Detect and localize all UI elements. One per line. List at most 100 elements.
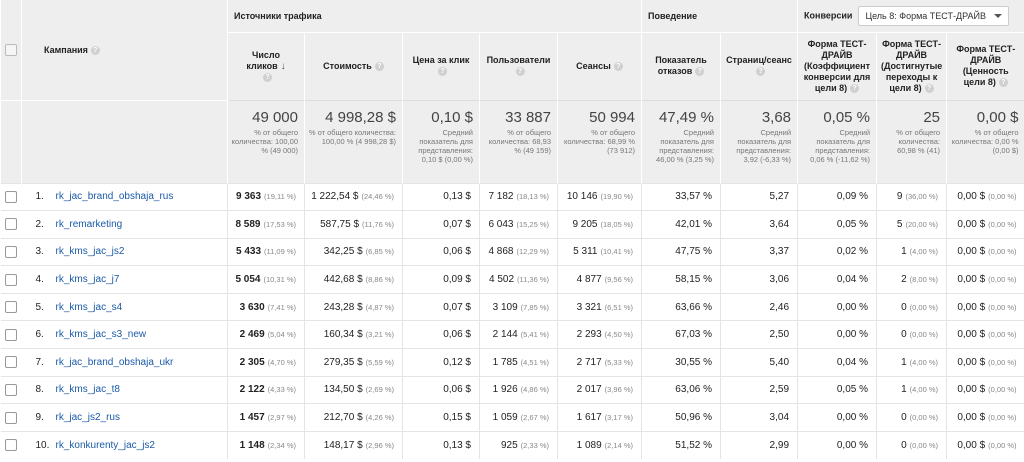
row-number: 1. (35, 191, 44, 203)
users-cell: 7 182 (18,13 %) (479, 182, 558, 211)
campaign-header[interactable]: Кампания? (21, 0, 228, 101)
row-checkbox[interactable] (5, 356, 17, 369)
campaign-link[interactable]: rk_jac_brand_obshaja_ukr (55, 356, 174, 368)
row-checkbox[interactable] (5, 190, 17, 203)
row-checkbox[interactable] (5, 328, 17, 341)
conv-rate-value: 0,05 % (836, 384, 869, 396)
cpc-value: 0,09 $ (443, 274, 471, 286)
conv-rate-header[interactable]: Форма ТЕСТ-ДРАЙВ (Коэффициент конверсии … (797, 32, 877, 100)
cost-percent: (6,85 %) (365, 247, 394, 257)
help-icon[interactable]: ? (998, 78, 1008, 88)
help-icon[interactable]: ? (695, 67, 705, 77)
campaign-header-label: Кампания (44, 44, 88, 55)
row-checkbox-cell (0, 265, 22, 294)
clicks-cell: 5 054 (10,31 %) (227, 265, 305, 294)
campaign-link[interactable]: rk_kms_jac_s4 (55, 301, 123, 313)
table-row: 4. rk_kms_jac_j7 5 054 (10,31 %) 442,68 $ (8,… (0, 265, 1024, 294)
sessions-percent: (6,51 %) (604, 302, 633, 312)
row-checkbox-cell (0, 348, 22, 377)
row-checkbox[interactable] (5, 383, 17, 396)
help-icon[interactable]: ? (374, 61, 384, 71)
help-icon[interactable]: ? (924, 83, 934, 93)
campaign-link[interactable]: rk_kms_jac_js2 (55, 246, 125, 258)
clicks-percent: (4,33 %) (267, 385, 296, 395)
traffic-group-header: Источники трафика (227, 0, 642, 33)
completions-value: 0 (901, 329, 907, 341)
row-checkbox[interactable] (5, 273, 17, 286)
pages-header[interactable]: Страниц/сеанс? (719, 32, 798, 100)
value-cell: 0,00 $ (0,00 %) (946, 292, 1024, 321)
goal-value: 0,00 $ (957, 218, 986, 230)
row-checkbox[interactable] (5, 411, 17, 424)
value-header-label: Форма ТЕСТ-ДРАЙВ (Ценность цели 8) (956, 44, 1016, 87)
conv-rate-cell: 0,05 % (797, 210, 877, 239)
completions-percent: (4,00 %) (909, 247, 939, 257)
pages-value: 2,99 (769, 439, 790, 451)
clicks-header[interactable]: Число кликов ↓? (227, 32, 305, 100)
cost-header[interactable]: Стоимость? (304, 32, 403, 100)
cost-cell: 160,34 $ (3,21 %) (304, 320, 403, 349)
users-percent: (5,41 %) (520, 330, 549, 340)
sessions-cell: 3 321 (6,51 %) (557, 292, 642, 321)
totals-spacer (21, 99, 228, 183)
help-icon[interactable]: ? (515, 67, 525, 77)
campaign-link[interactable]: rk_remarketing (55, 218, 123, 230)
cpc-header[interactable]: Цена за клик? (402, 32, 480, 100)
campaign-link[interactable]: rk_konkurenty_jac_js2 (55, 439, 156, 451)
campaign-link[interactable]: rk_jac_js2_rus (55, 412, 120, 424)
conv-rate-value: 0,04 % (836, 356, 869, 368)
select-all-checkbox[interactable] (5, 43, 17, 56)
value-header[interactable]: Форма ТЕСТ-ДРАЙВ (Ценность цели 8)? (946, 32, 1024, 100)
help-icon[interactable]: ? (850, 83, 860, 93)
campaign-link[interactable]: rk_kms_jac_s3_new (55, 329, 147, 341)
goal-select[interactable]: Цель 8: Форма ТЕСТ-ДРАЙВ (858, 5, 1009, 26)
sessions-value: 2 017 (576, 384, 602, 396)
help-icon[interactable]: ? (90, 45, 100, 55)
cost-percent: (2,96 %) (365, 440, 394, 450)
sessions-cell: 10 146 (19,90 %) (557, 182, 642, 211)
help-icon[interactable]: ? (263, 72, 272, 82)
cpc-value: 0,15 $ (443, 412, 471, 424)
clicks-cell: 1 457 (2,97 %) (227, 403, 305, 432)
clicks-cell: 1 148 (2,34 %) (227, 430, 305, 459)
campaign-link[interactable]: rk_kms_jac_j7 (55, 274, 120, 286)
campaign-link[interactable]: rk_jac_brand_obshaja_rus (55, 191, 174, 203)
help-icon[interactable]: ? (438, 67, 447, 77)
cost-percent: (3,21 %) (365, 330, 394, 340)
row-checkbox[interactable] (5, 439, 17, 452)
users-value: 925 (500, 439, 518, 451)
row-checkbox-cell (0, 182, 22, 211)
sessions-cell: 9 205 (18,05 %) (557, 210, 642, 239)
row-checkbox[interactable] (5, 245, 17, 258)
bounce-cell: 51,52 % (641, 430, 721, 459)
help-icon[interactable]: ? (756, 67, 765, 77)
clicks-percent: (2,97 %) (267, 413, 296, 423)
completions-percent: (20,00 %) (905, 219, 939, 229)
users-percent: (18,13 %) (516, 192, 549, 202)
completions-header[interactable]: Форма ТЕСТ-ДРАЙВ (Достигнутые переходы к… (876, 32, 947, 100)
bounce-cell: 63,06 % (641, 375, 721, 404)
conv-rate-value: 0,05 % (836, 218, 869, 230)
campaign-cell: 3. rk_kms_jac_js2 (21, 237, 228, 266)
row-checkbox[interactable] (5, 218, 17, 231)
campaign-link[interactable]: rk_kms_jac_t8 (55, 384, 120, 396)
cost-percent: (4,87 %) (365, 302, 394, 312)
conversions-label: Конверсии (804, 10, 853, 21)
help-icon[interactable]: ? (613, 61, 623, 71)
total-sessions: 50 994% от общего количества: 68,99 % (7… (557, 99, 642, 183)
pages-cell: 3,37 (719, 237, 798, 266)
total-value: 50 994 (589, 108, 635, 126)
cost-percent: (2,69 %) (365, 385, 394, 395)
total-note: % от общего количества: 68,93 % (49 159) (488, 127, 551, 155)
completions-value: 1 (901, 384, 907, 396)
row-checkbox[interactable] (5, 301, 17, 314)
bounce-header[interactable]: Показатель отказов? (641, 32, 721, 100)
pages-header-label: Страниц/сеанс (726, 55, 792, 65)
sessions-header[interactable]: Сеансы? (557, 32, 642, 100)
pages-cell: 2,59 (719, 375, 798, 404)
pages-value: 3,37 (769, 246, 790, 258)
users-header[interactable]: Пользователи? (479, 32, 558, 100)
chevron-down-icon (993, 13, 1002, 18)
conv-rate-header-label: Форма ТЕСТ-ДРАЙВ (Коэффициент конверсии … (803, 38, 871, 93)
